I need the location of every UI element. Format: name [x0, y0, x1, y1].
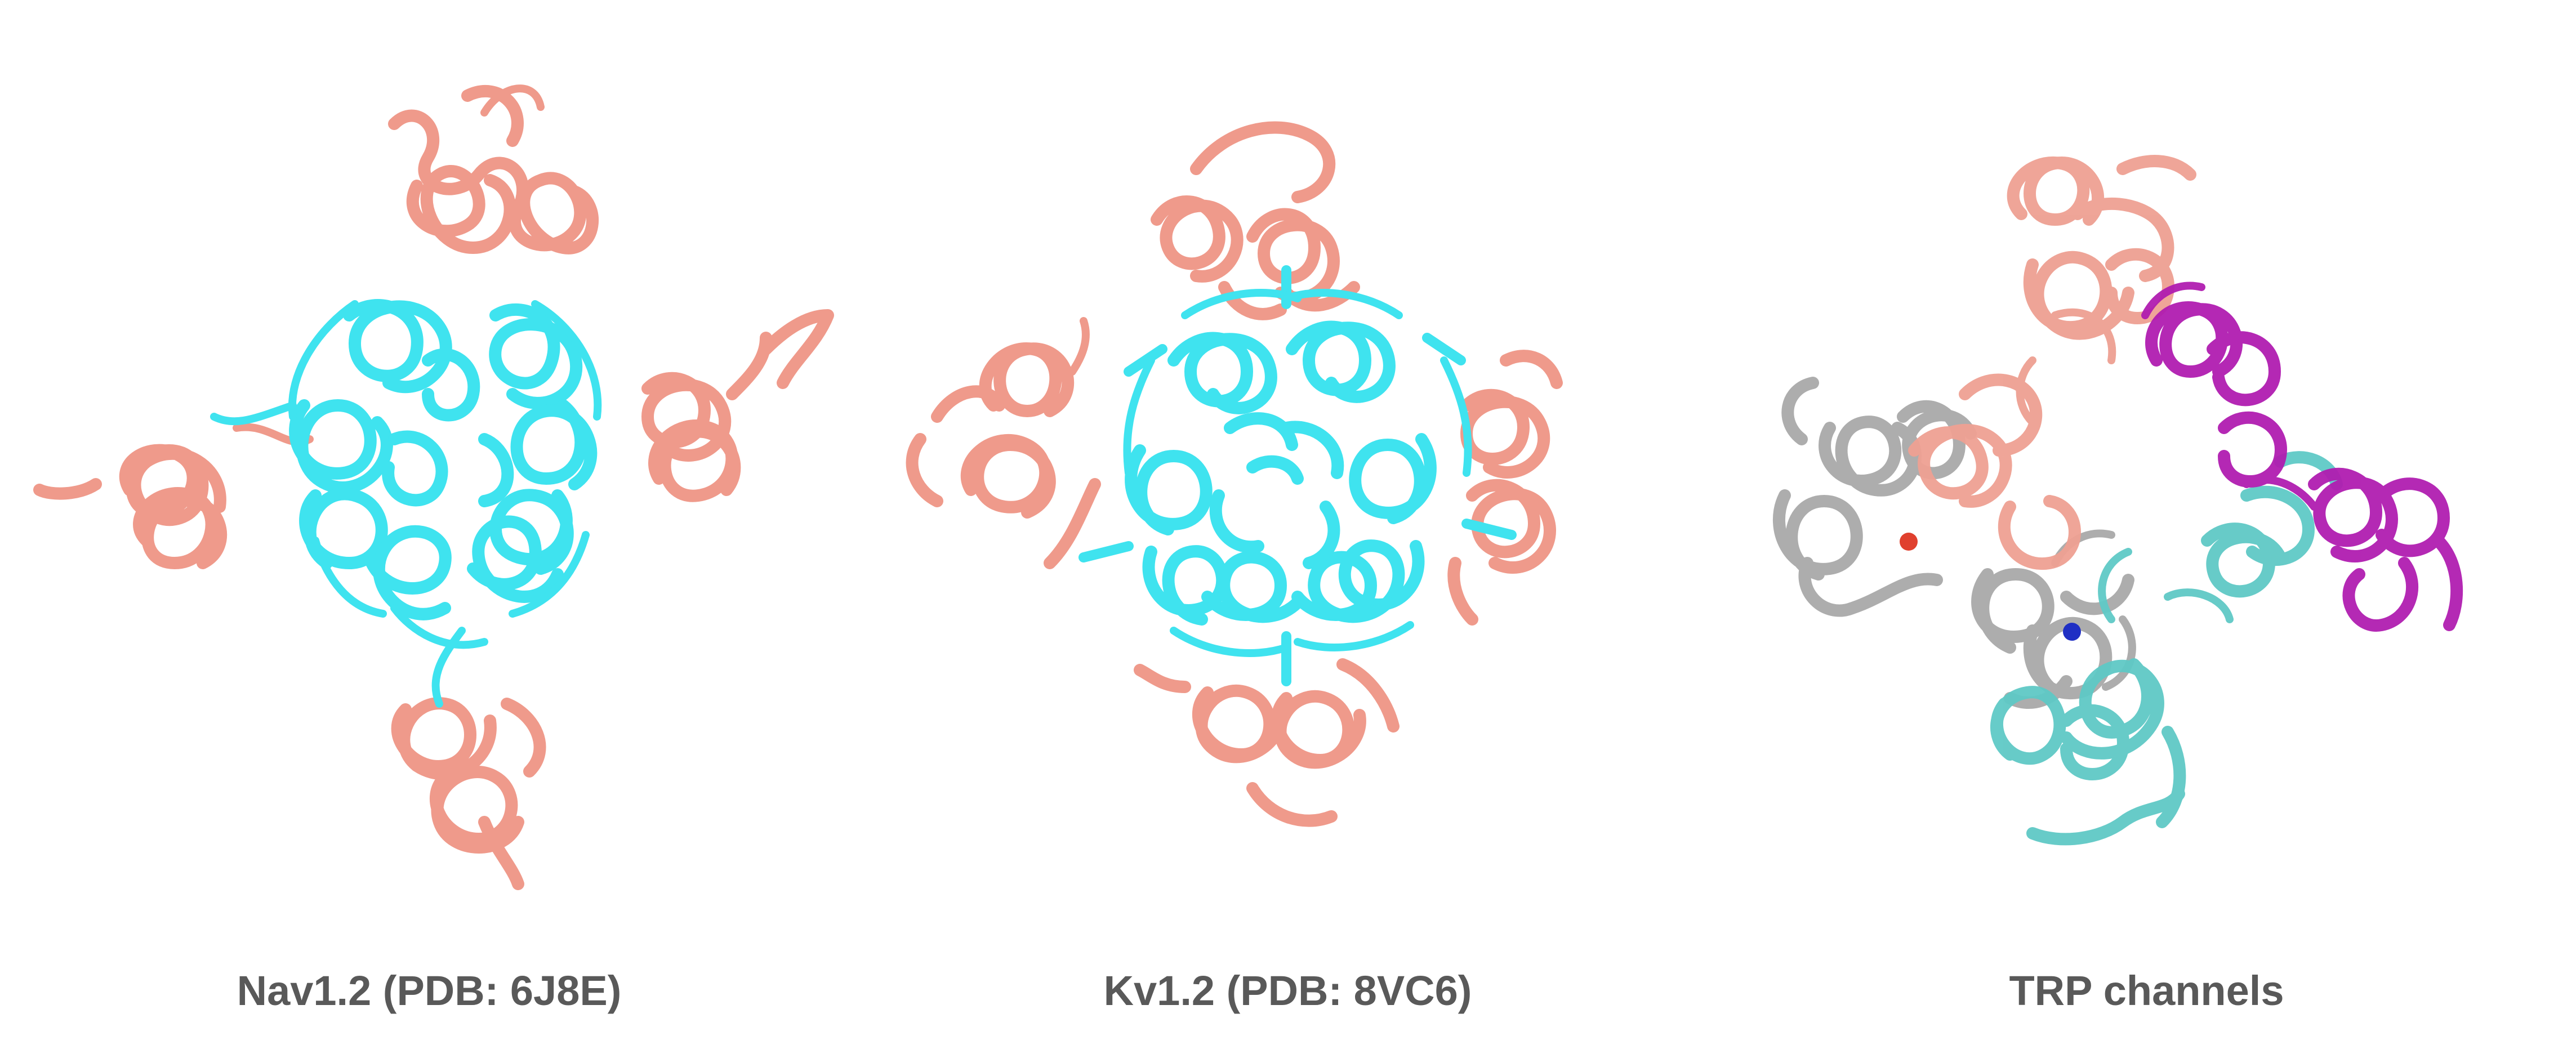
trp-subunit-magenta [2141, 282, 2463, 632]
kv12-pore-domain [1078, 265, 1517, 686]
nav12-caption: Nav1.2 (PDB: 6J8E) [237, 967, 622, 1014]
kv12-vsd-bottom [1134, 658, 1400, 827]
kv12-vsd-top [1151, 121, 1360, 320]
trp-caption: TRP channels [2009, 967, 2284, 1014]
trp-subunit-teal [1990, 451, 2343, 846]
trp-red-sphere [1900, 533, 1918, 551]
nav12-panel: Nav1.2 (PDB: 6J8E) [0, 0, 858, 1045]
nav12-vsd-left [33, 423, 314, 569]
nav12-pore-domain [210, 299, 602, 708]
kv12-panel: Kv1.2 (PDB: 8VC6) [858, 0, 1717, 1045]
nav12-vsd-bottom [391, 697, 546, 890]
nav12-vsd-top [388, 84, 599, 254]
kv12-structure-image [906, 121, 1563, 827]
nav12-structure-image [33, 84, 834, 890]
trp-panel: TRP channels [1717, 0, 2576, 1045]
nav12-vsd-right [641, 309, 834, 502]
kv12-vsd-left [906, 317, 1101, 569]
trp-subunit-salmon [1908, 155, 2196, 570]
kv12-vsd-right [1447, 350, 1563, 626]
trp-structure-image [1773, 155, 2463, 846]
trp-blue-sphere [2063, 623, 2081, 641]
kv12-caption: Kv1.2 (PDB: 8VC6) [1103, 967, 1472, 1014]
